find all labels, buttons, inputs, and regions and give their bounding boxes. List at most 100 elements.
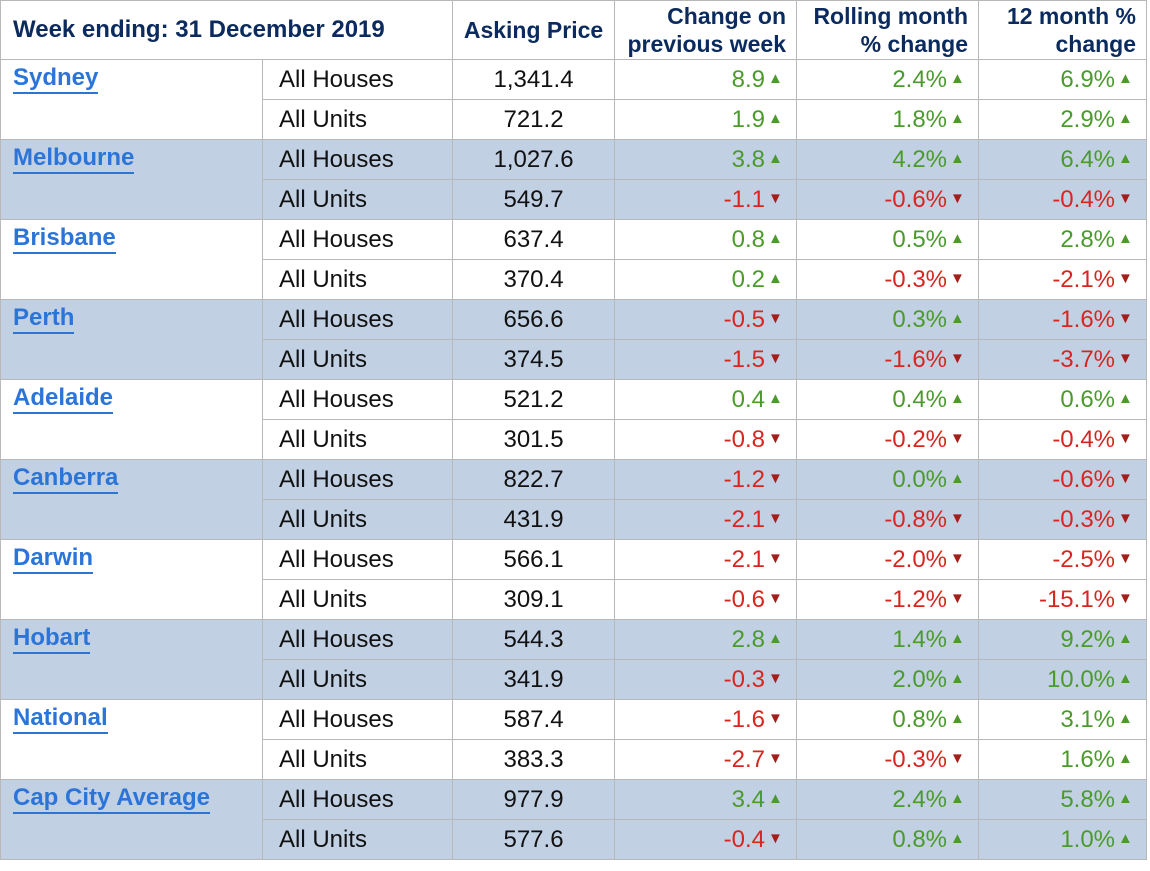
- property-type-cell: All Units: [261, 179, 454, 220]
- triangle-down-icon: ▼: [768, 549, 783, 567]
- change-value: -1.2%: [884, 585, 948, 613]
- city-cell: Melbourne: [0, 139, 263, 220]
- table-row: All Units 370.4 0.2 ▲ -0.3% ▼ -2.1% ▼: [1, 259, 1148, 300]
- table-row: Hobart All Houses 544.3 2.8 ▲ 1.4% ▲ 9.2% ▲: [0, 619, 1148, 700]
- triangle-down-icon: ▼: [768, 309, 783, 327]
- city-link[interactable]: Darwin: [13, 544, 94, 574]
- triangle-up-icon: ▲: [1118, 829, 1133, 847]
- triangle-up-icon: ▲: [768, 109, 783, 127]
- rolling-month-cell: -2.0% ▼: [796, 539, 980, 580]
- property-type-cell: All Houses: [261, 539, 454, 580]
- rolling-month-cell: 1.4% ▲: [796, 619, 980, 660]
- change-value: -2.5%: [1052, 545, 1116, 573]
- property-type-cell: All Houses: [261, 299, 454, 340]
- change-week-cell: 0.8 ▲: [614, 219, 798, 260]
- triangle-up-icon: ▲: [950, 469, 965, 487]
- change-value: 0.8%: [892, 825, 948, 853]
- rolling-month-cell: 2.4% ▲: [796, 59, 980, 100]
- triangle-down-icon: ▼: [950, 429, 965, 447]
- change-value: 1.8%: [892, 105, 948, 133]
- triangle-down-icon: ▼: [1118, 309, 1133, 327]
- city-link[interactable]: Brisbane: [13, 224, 116, 254]
- city-link[interactable]: Melbourne: [13, 144, 135, 174]
- city-link[interactable]: Sydney: [13, 64, 99, 94]
- city-cell: Hobart: [0, 619, 263, 700]
- change-value: 2.9%: [1060, 105, 1116, 133]
- property-type-cell: All Units: [261, 339, 454, 380]
- change-value: -1.6%: [1052, 305, 1116, 333]
- change-value: 1.0%: [1060, 825, 1116, 853]
- asking-price-cell: 822.7: [452, 459, 616, 500]
- city-link[interactable]: Adelaide: [13, 384, 114, 414]
- table-row: Perth All Houses 656.6 -0.5 ▼ 0.3% ▲ -1.6% ▼: [0, 299, 1148, 380]
- rolling-month-cell: 2.0% ▲: [796, 659, 980, 700]
- change-value: 2.4%: [892, 65, 948, 93]
- asking-price-cell: 341.9: [452, 659, 616, 700]
- change-week-cell: -0.4 ▼: [614, 819, 798, 860]
- city-cell: Perth: [0, 299, 263, 380]
- triangle-up-icon: ▲: [950, 789, 965, 807]
- city-cell: Brisbane: [0, 219, 263, 300]
- change-value: -0.4%: [1052, 425, 1116, 453]
- asking-price-cell: 1,341.4: [452, 59, 616, 100]
- table-row: Melbourne All Houses 1,027.6 3.8 ▲ 4.2% ▲ 6.4% ▲: [0, 139, 1148, 220]
- twelve-month-cell: 5.8% ▲: [978, 779, 1148, 820]
- change-week-cell: -0.6 ▼: [614, 579, 798, 620]
- table-title: Week ending: 31 December 2019: [0, 0, 454, 60]
- twelve-month-cell: -0.3% ▼: [978, 499, 1148, 540]
- change-value: -0.3%: [1052, 505, 1116, 533]
- city-cell: Adelaide: [0, 379, 263, 460]
- twelve-month-cell: 0.6% ▲: [978, 379, 1148, 420]
- rolling-month-cell: 2.4% ▲: [796, 779, 980, 820]
- twelve-month-cell: -0.4% ▼: [978, 179, 1148, 220]
- change-value: -0.3: [723, 665, 766, 693]
- asking-price-cell: 1,027.6: [452, 139, 616, 180]
- city-link[interactable]: Canberra: [13, 464, 119, 494]
- triangle-up-icon: ▲: [768, 389, 783, 407]
- triangle-up-icon: ▲: [950, 69, 965, 87]
- twelve-month-cell: 9.2% ▲: [978, 619, 1148, 660]
- triangle-down-icon: ▼: [1118, 549, 1133, 567]
- asking-price-header: Asking Price: [452, 0, 616, 60]
- change-value: 9.2%: [1060, 625, 1116, 653]
- change-week-cell: 8.9 ▲: [614, 59, 798, 100]
- twelve-month-cell: 10.0% ▲: [978, 659, 1148, 700]
- triangle-down-icon: ▼: [1118, 189, 1133, 207]
- asking-price-cell: 656.6: [452, 299, 616, 340]
- change-value: -0.3%: [884, 265, 948, 293]
- property-type-cell: All Units: [261, 579, 454, 620]
- rolling-month-cell: -0.3% ▼: [796, 739, 980, 780]
- triangle-up-icon: ▲: [950, 669, 965, 687]
- triangle-down-icon: ▼: [1118, 269, 1133, 287]
- change-value: -0.6%: [884, 185, 948, 213]
- twelve-month-header: 12 month % change: [978, 0, 1148, 60]
- triangle-up-icon: ▲: [950, 309, 965, 327]
- twelve-month-cell: -3.7% ▼: [978, 339, 1148, 380]
- asking-price-cell: 521.2: [452, 379, 616, 420]
- property-type-cell: All Houses: [261, 779, 454, 820]
- triangle-up-icon: ▲: [1118, 229, 1133, 247]
- triangle-up-icon: ▲: [950, 829, 965, 847]
- city-cell: Canberra: [0, 459, 263, 540]
- change-week-cell: -2.1 ▼: [614, 539, 798, 580]
- property-type-cell: All Units: [261, 659, 454, 700]
- triangle-up-icon: ▲: [1118, 789, 1133, 807]
- twelve-month-cell: 1.0% ▲: [978, 819, 1148, 860]
- asking-price-cell: 383.3: [452, 739, 616, 780]
- city-link[interactable]: Cap City Average: [13, 784, 210, 814]
- city-link[interactable]: Perth: [13, 304, 75, 334]
- change-value: 0.4: [731, 385, 766, 413]
- table-row: National All Houses 587.4 -1.6 ▼ 0.8% ▲ 3.1% ▲: [0, 699, 1148, 780]
- rolling-month-header: Rolling month % change: [796, 0, 980, 60]
- change-value: 5.8%: [1060, 785, 1116, 813]
- asking-price-cell: 587.4: [452, 699, 616, 740]
- asking-price-cell: 370.4: [452, 259, 616, 300]
- change-value: -1.6: [723, 705, 766, 733]
- change-value: 1.6%: [1060, 745, 1116, 773]
- change-week-cell: 3.8 ▲: [614, 139, 798, 180]
- triangle-up-icon: ▲: [1118, 749, 1133, 767]
- property-type-cell: All Units: [261, 259, 454, 300]
- city-link[interactable]: Hobart: [13, 624, 91, 654]
- triangle-up-icon: ▲: [1118, 389, 1133, 407]
- city-link[interactable]: National: [13, 704, 108, 734]
